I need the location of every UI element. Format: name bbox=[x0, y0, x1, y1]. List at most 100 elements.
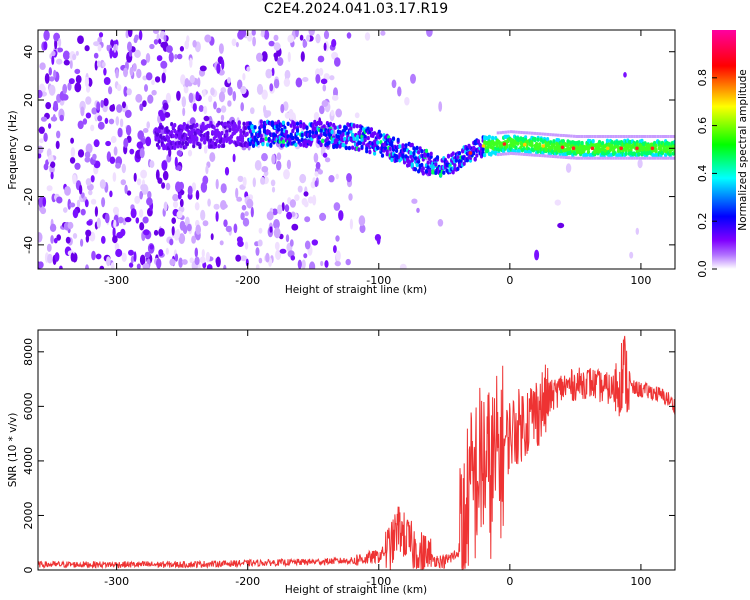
heatmap-ridge-cell bbox=[514, 145, 518, 150]
heatmap-noise-cell bbox=[48, 67, 52, 76]
heatmap-ridge-cell bbox=[637, 152, 641, 157]
heatmap-noise-cell bbox=[187, 185, 193, 196]
heatmap-halo-cell bbox=[528, 131, 531, 135]
heatmap-noise-cell bbox=[315, 161, 321, 170]
heatmap-noise-cell bbox=[168, 52, 174, 63]
heatmap-noise-cell bbox=[153, 229, 159, 236]
heatmap-halo-cell bbox=[546, 132, 550, 136]
heatmap-ridge-cell bbox=[373, 151, 377, 156]
heatmap-noise-cell bbox=[101, 235, 106, 244]
heatmap-noise-cell bbox=[318, 67, 324, 76]
heatmap-noise-cell bbox=[85, 264, 89, 269]
heatmap-ridge-cell bbox=[155, 132, 160, 137]
heatmap-noise-cell bbox=[127, 41, 132, 52]
heatmap-noise-cell bbox=[227, 100, 232, 107]
heatmap-noise-cell bbox=[289, 199, 296, 208]
heatmap-noise-cell bbox=[345, 258, 351, 266]
heatmap-noise-cell bbox=[139, 254, 146, 266]
heatmap-noise-cell bbox=[156, 258, 162, 269]
heatmap-ridge-cell bbox=[299, 142, 303, 147]
colorbar-label: Normalized spectral amplitude bbox=[737, 69, 749, 230]
heatmap-noise-cell bbox=[53, 237, 58, 244]
heatmap-noise-cell bbox=[43, 30, 50, 41]
heatmap-noise-cell bbox=[53, 69, 57, 79]
heatmap-noise-cell bbox=[273, 34, 279, 42]
heatmap-ridge-cell bbox=[297, 139, 301, 144]
heatmap-ridge-cell bbox=[292, 125, 296, 130]
heatmap-ridge-cell bbox=[269, 143, 273, 148]
heatmap-halo-cell bbox=[583, 156, 586, 160]
heatmap-noise-cell bbox=[195, 91, 200, 101]
heatmap-noise-cell bbox=[115, 248, 123, 258]
spectrogram-x-tick-label: 100 bbox=[630, 274, 651, 287]
heatmap-ridge-cell bbox=[659, 147, 663, 152]
heatmap-ridge-cell bbox=[281, 120, 285, 126]
heatmap-noise-cell bbox=[96, 217, 101, 229]
heatmap-noise-cell bbox=[201, 249, 205, 258]
heatmap-halo-cell bbox=[570, 156, 573, 160]
heatmap-ridge-cell bbox=[333, 125, 337, 130]
heatmap-halo-cell bbox=[633, 135, 636, 138]
heatmap-halo-cell bbox=[672, 135, 675, 138]
heatmap-ridge-cell bbox=[580, 140, 584, 146]
heatmap-noise-cell bbox=[174, 156, 178, 168]
heatmap-noise-cell bbox=[51, 50, 56, 57]
heatmap-ridge-cell bbox=[351, 132, 355, 138]
heatmap-noise-cell bbox=[67, 198, 72, 210]
heatmap-noise-cell bbox=[241, 204, 247, 211]
heatmap-noise-cell bbox=[163, 201, 168, 212]
heatmap-noise-cell bbox=[302, 77, 309, 82]
heatmap-ridge-cell bbox=[461, 148, 465, 154]
heatmap-ridge-cell bbox=[251, 128, 256, 134]
heatmap-halo-cell bbox=[562, 134, 565, 137]
heatmap-noise-cell bbox=[176, 210, 183, 219]
heatmap-ridge-cell bbox=[533, 136, 537, 142]
heatmap-noise-cell bbox=[213, 101, 217, 110]
heatmap-ridge-cell bbox=[182, 122, 186, 127]
spectrogram-x-tick-label: -300 bbox=[104, 274, 129, 287]
heatmap-ridge-cell bbox=[319, 132, 323, 138]
snr-series-line bbox=[38, 335, 675, 570]
heatmap-noise-cell bbox=[163, 35, 167, 42]
heatmap-noise-cell bbox=[254, 160, 262, 171]
heatmap-noise-cell bbox=[48, 84, 56, 96]
heatmap-ridge-cell bbox=[451, 151, 455, 156]
heatmap-noise-cell bbox=[397, 86, 402, 97]
heatmap-noise-cell bbox=[142, 263, 150, 269]
heatmap-noise-cell bbox=[97, 121, 105, 130]
heatmap-noise-cell bbox=[72, 208, 79, 219]
heatmap-noise-cell bbox=[149, 160, 155, 169]
heatmap-ridge-cell bbox=[420, 149, 424, 154]
heatmap-noise-cell bbox=[53, 100, 59, 112]
heatmap-ridge-cell bbox=[250, 132, 254, 137]
heatmap-noise-cell bbox=[104, 213, 110, 224]
heatmap-noise-cell bbox=[124, 109, 132, 118]
heatmap-noise-cell bbox=[115, 69, 119, 79]
heatmap-halo-cell bbox=[648, 156, 652, 160]
heatmap-ridge-cell bbox=[237, 124, 241, 130]
heatmap-halo-cell bbox=[543, 154, 547, 158]
heatmap-noise-cell bbox=[70, 147, 76, 158]
snr-y-label: SNR (10 * v/v) bbox=[7, 413, 19, 488]
heatmap-noise-cell bbox=[44, 73, 50, 84]
heatmap-ridge-cell bbox=[517, 148, 521, 154]
heatmap-halo-cell bbox=[520, 152, 523, 156]
heatmap-ridge-cell bbox=[426, 160, 430, 165]
heatmap-noise-cell bbox=[205, 251, 210, 263]
heatmap-halo-cell bbox=[509, 130, 513, 134]
heatmap-halo-cell bbox=[646, 135, 649, 138]
heatmap-noise-cell bbox=[287, 34, 295, 43]
heatmap-halo-cell bbox=[630, 156, 633, 160]
heatmap-noise-cell bbox=[290, 255, 296, 261]
heatmap-halo-cell bbox=[661, 135, 665, 138]
heatmap-cells bbox=[38, 30, 675, 269]
heatmap-noise-cell bbox=[134, 49, 141, 58]
heatmap-halo-cell bbox=[593, 156, 597, 160]
heatmap-noise-cell bbox=[364, 32, 371, 41]
heatmap-peak-cell bbox=[541, 144, 546, 148]
heatmap-ridge-cell bbox=[456, 166, 460, 171]
heatmap-noise-cell bbox=[138, 30, 143, 41]
heatmap-noise-cell bbox=[346, 32, 352, 39]
heatmap-noise-cell bbox=[271, 67, 275, 77]
heatmap-noise-cell bbox=[322, 152, 328, 158]
